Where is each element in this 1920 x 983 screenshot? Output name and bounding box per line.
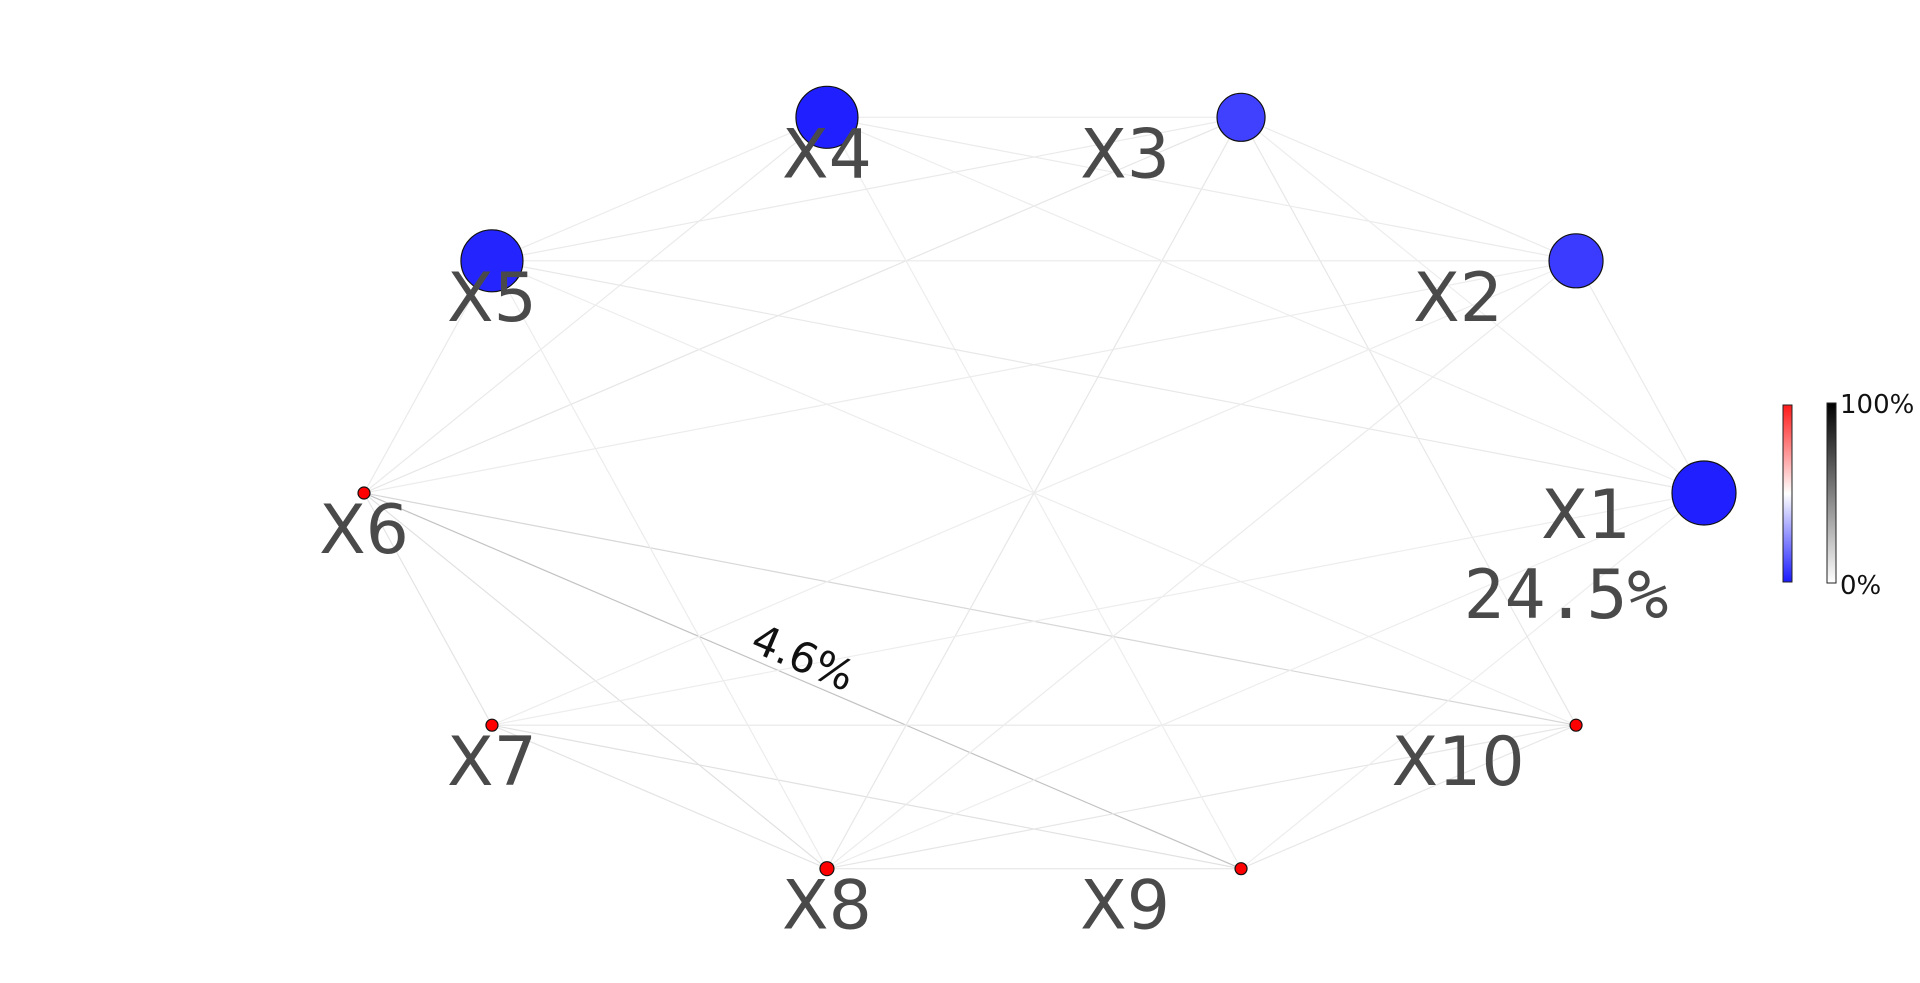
- node-colorbar: [1782, 404, 1793, 583]
- edge-x2-x1: [1575, 260, 1705, 494]
- node-x5: [460, 229, 524, 293]
- edge-colorbar-min-label: 0%: [1840, 571, 1881, 601]
- nodes-layer: [357, 85, 1737, 877]
- node-x3: [1216, 92, 1266, 142]
- edge-x5-x4: [491, 116, 828, 262]
- node-label-x2: X2: [1413, 259, 1503, 338]
- edge-x5-x1: [491, 260, 1705, 494]
- node-x7: [485, 718, 499, 732]
- edge-x10-x3: [1240, 117, 1577, 726]
- edge-x5-x3: [491, 116, 1242, 262]
- node-label-x10: X10: [1391, 723, 1524, 802]
- colorbars: 100% 0%: [1782, 390, 1914, 601]
- node-x4: [795, 85, 859, 149]
- edges-layer: [363, 116, 1705, 870]
- edge-colorbar: [1826, 402, 1837, 584]
- edge-colorbar-max-label: 100%: [1840, 390, 1914, 420]
- node-label-x6: X6: [319, 491, 409, 570]
- node-x2: [1548, 233, 1604, 289]
- edge-x4-x1: [826, 116, 1705, 494]
- node-x10: [1569, 718, 1583, 732]
- node-label-x3: X3: [1080, 115, 1170, 194]
- node-value-label-x1: 24.5%: [1464, 556, 1669, 635]
- node-label-x9: X9: [1080, 867, 1170, 946]
- node-label-x8: X8: [782, 867, 872, 946]
- node-x9: [1234, 862, 1248, 876]
- edge-x7-x8: [491, 724, 828, 870]
- edge-x8-x1: [826, 492, 1705, 870]
- node-label-x1: X1: [1541, 476, 1631, 555]
- edge-x6-x7: [363, 492, 493, 726]
- node-x6: [357, 486, 371, 500]
- edge-label: 4.6%: [745, 614, 862, 701]
- edge-x6-x3: [363, 116, 1242, 494]
- edge-x6-x9: [363, 492, 1242, 870]
- node-label-x7: X7: [447, 723, 537, 802]
- edge-x9-x10: [1240, 724, 1577, 870]
- edge-x2-x7: [491, 260, 1577, 726]
- node-x1: [1671, 460, 1737, 526]
- edge-x6-x5: [363, 260, 493, 494]
- node-x8: [819, 861, 835, 877]
- node-label-x5: X5: [447, 259, 537, 338]
- edge-x3-x2: [1240, 116, 1577, 262]
- edge-x4-x2: [826, 116, 1577, 262]
- edge-x8-x5: [491, 260, 828, 869]
- edge-x1-x7: [491, 492, 1705, 726]
- edge-labels-layer: 4.6%: [745, 614, 862, 701]
- node-label-x4: X4: [782, 115, 872, 194]
